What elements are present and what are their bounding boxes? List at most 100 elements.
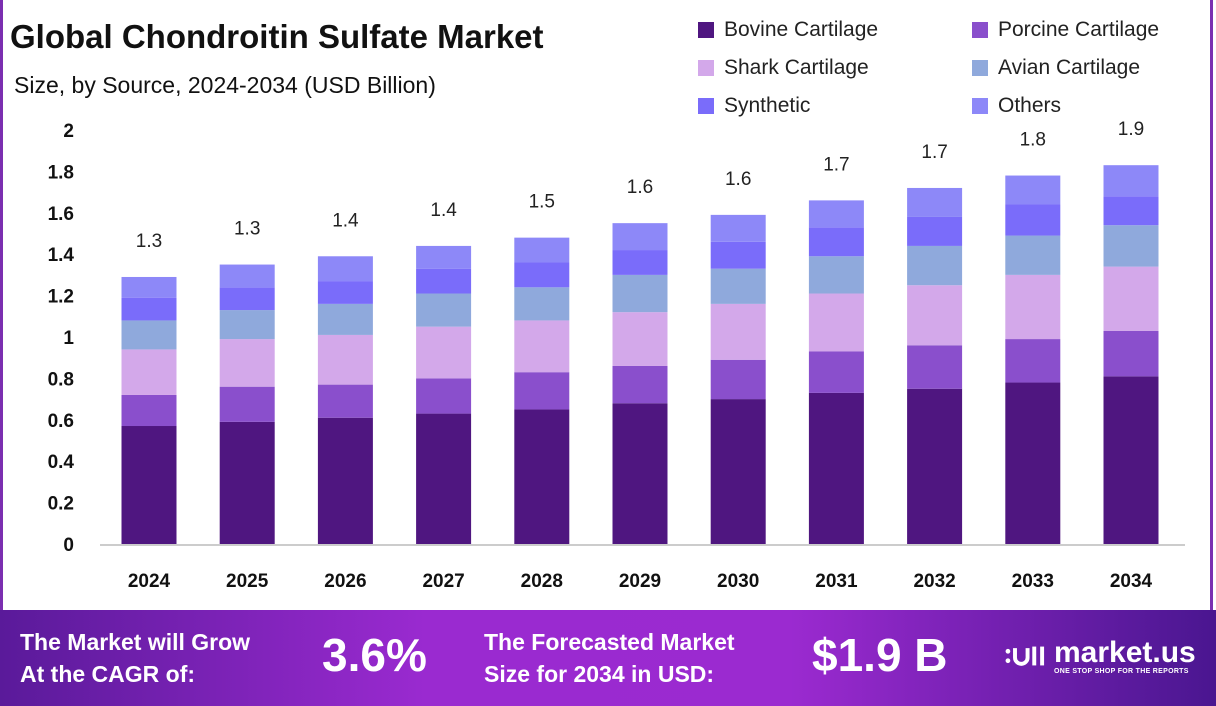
forecast-label-line: The Forecasted Market xyxy=(484,629,735,655)
logo-icon xyxy=(1005,646,1045,666)
forecast-label: The Forecasted Market Size for 2034 in US… xyxy=(484,626,735,690)
legend-label: Synthetic xyxy=(724,94,811,117)
legend-label: Shark Cartilage xyxy=(724,56,869,79)
cagr-label-line: At the CAGR of: xyxy=(20,661,196,687)
legend-swatch xyxy=(972,98,988,114)
bar-segment-others xyxy=(1103,165,1159,197)
legend-swatch xyxy=(698,98,714,114)
legend-item-others: Others xyxy=(972,94,1061,118)
total-label: 1.4 xyxy=(332,210,359,231)
x-tick-label: 2032 xyxy=(913,571,955,592)
stacked-bar-chart: 0 0.2 0.4 0.6 0.8 1 1.2 1.4 1.6 1.8 2 1.3 2024 1.3 202… xyxy=(48,119,1185,592)
bar-segment-porcine-cartilage xyxy=(416,378,472,414)
bar-segment-shark-cartilage xyxy=(219,339,275,387)
bar-segment-avian-cartilage xyxy=(121,320,177,350)
bar-segment-bovine-cartilage xyxy=(1103,376,1159,544)
cagr-value: 3.6% xyxy=(322,629,427,681)
bar-segment-porcine-cartilage xyxy=(1005,339,1061,383)
legend-swatch xyxy=(972,60,988,76)
bar-segment-synthetic xyxy=(907,216,963,246)
total-label: 1.6 xyxy=(725,169,751,190)
y-tick-label: 0.2 xyxy=(48,494,74,515)
bar-segment-shark-cartilage xyxy=(1005,274,1061,340)
forecast-value: $1.9 B xyxy=(812,629,948,681)
bar-segment-bovine-cartilage xyxy=(907,388,963,544)
bar-segment-avian-cartilage xyxy=(1103,225,1159,267)
bar-segment-bovine-cartilage xyxy=(808,392,864,544)
bar-segment-shark-cartilage xyxy=(121,349,177,395)
bar-segment-porcine-cartilage xyxy=(710,359,766,400)
x-tick-label: 2026 xyxy=(324,571,366,592)
bar-segment-others xyxy=(416,245,472,269)
bar-segment-others xyxy=(808,200,864,228)
footer-banner: The Market will Grow At the CAGR of: 3.6%… xyxy=(0,610,1216,706)
y-tick-label: 1 xyxy=(63,328,74,349)
total-label: 1.5 xyxy=(529,192,555,213)
legend-item-synthetic: Synthetic xyxy=(698,94,810,118)
bar-segment-avian-cartilage xyxy=(416,293,472,327)
y-tick-label: 1.4 xyxy=(48,245,75,266)
bar-segment-others xyxy=(121,276,177,298)
bar-segment-bovine-cartilage xyxy=(710,399,766,544)
x-tick-label: 2025 xyxy=(226,571,269,592)
bar-segment-others xyxy=(219,264,275,288)
bar-segment-shark-cartilage xyxy=(514,320,570,373)
legend-swatch xyxy=(698,22,714,38)
bar-segment-others xyxy=(514,237,570,263)
cagr-label: The Market will Grow At the CAGR of: xyxy=(20,626,250,690)
market-us-logo: market.us ONE STOP SHOP FOR THE REPORTS xyxy=(1004,636,1196,675)
bar-segment-others xyxy=(710,214,766,242)
bar-segment-shark-cartilage xyxy=(612,312,668,366)
bar-segment-porcine-cartilage xyxy=(907,345,963,389)
x-tick-label: 2027 xyxy=(422,571,464,592)
bar-segment-porcine-cartilage xyxy=(317,384,373,418)
total-label: 1.7 xyxy=(823,154,849,175)
legend-swatch xyxy=(698,60,714,76)
bar-segment-others xyxy=(1005,175,1061,205)
bar-segment-synthetic xyxy=(1005,204,1061,236)
bar-segment-bovine-cartilage xyxy=(416,413,472,544)
bar-segment-avian-cartilage xyxy=(1005,235,1061,275)
bar-segment-others xyxy=(612,223,668,251)
bar-segment-synthetic xyxy=(612,250,668,275)
bar-segment-avian-cartilage xyxy=(219,310,275,340)
x-tick-label: 2024 xyxy=(128,571,171,592)
total-label: 1.6 xyxy=(627,177,653,198)
y-tick-label: 0.4 xyxy=(48,452,75,473)
bar-segment-porcine-cartilage xyxy=(514,372,570,410)
bar-segment-synthetic xyxy=(710,241,766,269)
bar-segment-shark-cartilage xyxy=(317,334,373,385)
bar-segment-synthetic xyxy=(317,281,373,304)
logo-text: market.us xyxy=(1054,636,1196,669)
x-tick-label: 2031 xyxy=(815,571,858,592)
legend-label: Avian Cartilage xyxy=(998,56,1141,79)
bar-segment-porcine-cartilage xyxy=(219,386,275,422)
y-tick-label: 1.8 xyxy=(48,162,74,183)
bar-segment-shark-cartilage xyxy=(808,293,864,352)
bar-segment-shark-cartilage xyxy=(416,326,472,379)
legend-label: Others xyxy=(998,94,1062,117)
logo-tagline: ONE STOP SHOP FOR THE REPORTS xyxy=(1054,668,1189,675)
chart-frame xyxy=(0,0,1213,610)
bar-segment-synthetic xyxy=(808,227,864,257)
bar-segment-avian-cartilage xyxy=(514,287,570,321)
legend-label: Bovine Cartilage xyxy=(724,18,879,41)
y-tick-label: 0.6 xyxy=(48,411,74,432)
bar-segment-shark-cartilage xyxy=(907,285,963,346)
chart-subtitle: Size, by Source, 2024-2034 (USD Billion) xyxy=(14,72,436,98)
chart-title: Global Chondroitin Sulfate Market xyxy=(10,18,544,55)
bar-segment-avian-cartilage xyxy=(808,256,864,294)
x-tick-label: 2030 xyxy=(717,571,759,592)
bar-segment-synthetic xyxy=(1103,196,1159,226)
total-label: 1.9 xyxy=(1118,119,1144,140)
bar-segment-avian-cartilage xyxy=(710,268,766,304)
bar-segment-avian-cartilage xyxy=(907,245,963,286)
y-tick-label: 2 xyxy=(63,121,74,142)
bar-segment-shark-cartilage xyxy=(1103,266,1159,331)
bar-segment-bovine-cartilage xyxy=(219,421,275,544)
bar-segment-synthetic xyxy=(514,262,570,288)
bar-segment-shark-cartilage xyxy=(710,303,766,360)
total-label: 1.3 xyxy=(136,231,162,252)
y-tick-label: 1.2 xyxy=(48,287,74,308)
bar-segment-bovine-cartilage xyxy=(317,417,373,544)
